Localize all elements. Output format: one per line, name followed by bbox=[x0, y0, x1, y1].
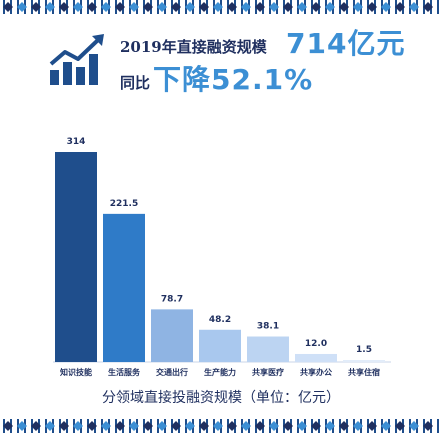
category-label: 生产能力 bbox=[204, 367, 236, 377]
financing-scale-value: 714亿元 bbox=[286, 27, 406, 60]
bar-value-label: 78.7 bbox=[161, 294, 183, 304]
growth-chart-icon bbox=[49, 34, 104, 85]
bar-value-label: 48.2 bbox=[209, 315, 231, 325]
top-decorative-border bbox=[3, 0, 439, 14]
bar-value-label: 221.5 bbox=[110, 199, 138, 209]
yoy-change-value: 下降52.1% bbox=[153, 63, 314, 96]
bar-5 bbox=[247, 336, 289, 362]
bar-3 bbox=[151, 309, 193, 362]
category-label: 共享办公 bbox=[300, 367, 332, 377]
yoy-label: 同比 bbox=[120, 74, 151, 92]
financing-bar-chart: 314 知识技能 221.5 生活服务 78.7 交通出行 48.2 生产能力 38.1 共享医疗… bbox=[53, 137, 391, 377]
category-label: 共享医疗 bbox=[252, 367, 284, 377]
bar-value-label: 12.0 bbox=[305, 339, 327, 349]
category-label: 交通出行 bbox=[156, 367, 188, 377]
category-label: 生活服务 bbox=[108, 367, 141, 377]
financing-scale-label: 2019年直接融资规模 bbox=[120, 38, 267, 56]
category-label: 知识技能 bbox=[60, 367, 92, 377]
bottom-decorative-border bbox=[3, 419, 439, 433]
category-label: 共享住宿 bbox=[348, 367, 380, 377]
bar-4 bbox=[199, 329, 241, 362]
bar-value-label: 38.1 bbox=[257, 322, 279, 332]
bar-7 bbox=[343, 360, 385, 362]
chart-caption: 分领域直接投融资规模（单位：亿元） bbox=[102, 390, 340, 406]
bar-value-label: 1.5 bbox=[356, 345, 372, 355]
summary-header: 2019年直接融资规模 714亿元 同比 下降52.1% bbox=[0, 0, 442, 110]
bar-1 bbox=[55, 152, 97, 362]
bar-value-label: 314 bbox=[67, 137, 86, 147]
bar-6 bbox=[295, 353, 337, 362]
bar-2 bbox=[103, 213, 145, 362]
